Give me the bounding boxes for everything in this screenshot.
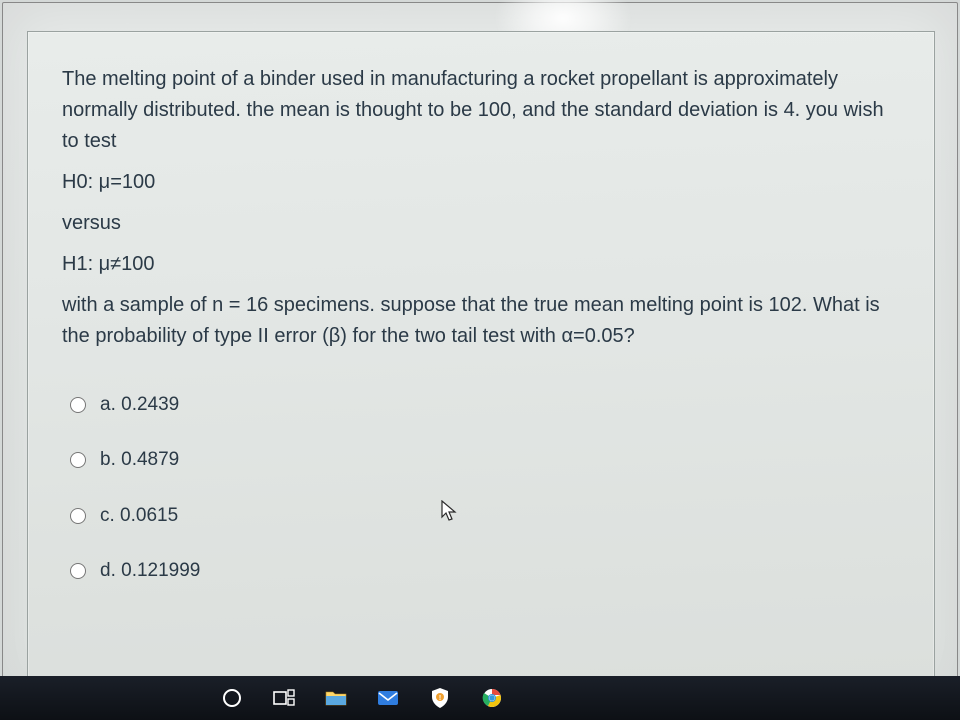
option-a-label: a. 0.2439 (100, 390, 179, 419)
file-explorer-icon[interactable] (324, 686, 348, 710)
option-b-label: b. 0.4879 (100, 445, 179, 474)
versus-label: versus (62, 208, 900, 239)
taskbar[interactable]: ! (0, 676, 960, 720)
radio-b[interactable] (70, 452, 86, 468)
option-a[interactable]: a. 0.2439 (70, 390, 900, 419)
option-c[interactable]: c. 0.0615 (70, 501, 900, 530)
hypothesis-h0: H0: μ=100 (62, 167, 900, 198)
svg-text:!: ! (439, 695, 441, 702)
option-c-label: c. 0.0615 (100, 501, 178, 530)
hypothesis-h1: H1: μ≠100 (62, 249, 900, 280)
question-paragraph-1: The melting point of a binder used in ma… (62, 64, 900, 157)
radio-d[interactable] (70, 563, 86, 579)
security-icon[interactable]: ! (428, 686, 452, 710)
option-d-label: d. 0.121999 (100, 556, 200, 585)
question-card: The melting point of a binder used in ma… (27, 31, 935, 683)
taskview-icon[interactable] (272, 686, 296, 710)
cortana-icon[interactable] (220, 686, 244, 710)
radio-c[interactable] (70, 508, 86, 524)
chrome-icon[interactable] (480, 686, 504, 710)
mail-icon[interactable] (376, 686, 400, 710)
question-text: The melting point of a binder used in ma… (62, 64, 900, 352)
option-d[interactable]: d. 0.121999 (70, 556, 900, 585)
options-group: a. 0.2439 b. 0.4879 c. 0.0615 d. 0.12199… (62, 390, 900, 586)
radio-a[interactable] (70, 397, 86, 413)
option-b[interactable]: b. 0.4879 (70, 445, 900, 474)
screen-area: The melting point of a binder used in ma… (2, 2, 958, 702)
question-paragraph-2: with a sample of n = 16 specimens. suppo… (62, 290, 900, 352)
